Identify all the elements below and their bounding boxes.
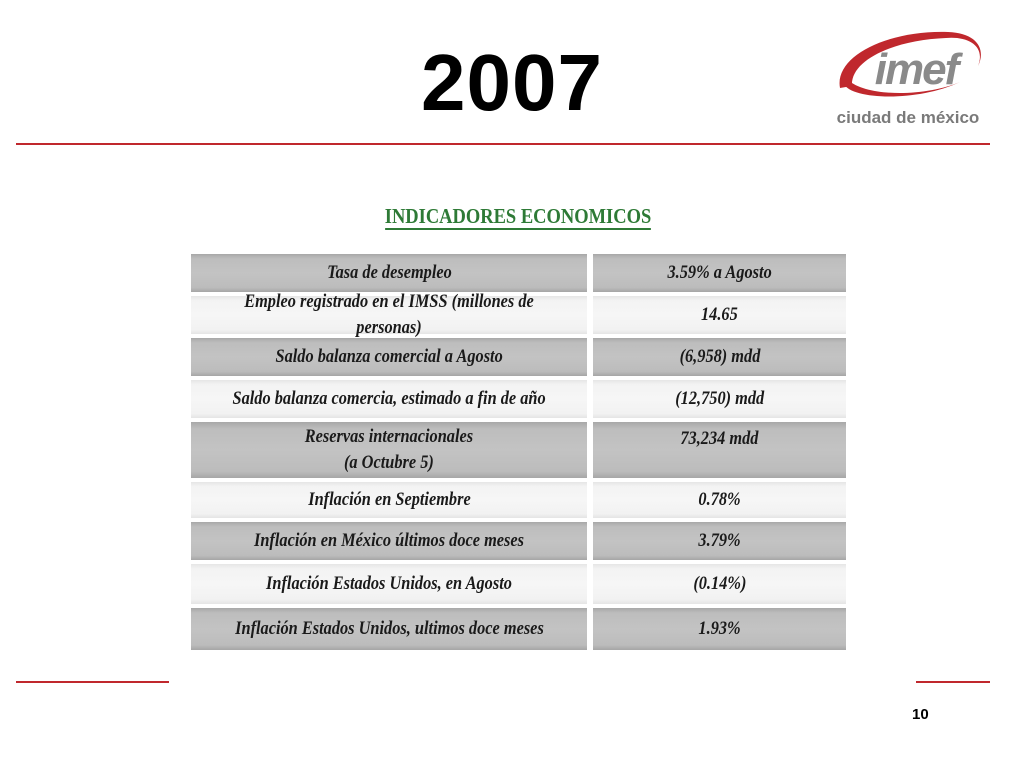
indicator-value: 3.79%: [593, 522, 846, 560]
indicator-label-text: Inflación Estados Unidos, ultimos doce m…: [235, 616, 544, 642]
indicator-label: Saldo balanza comercia, estimado a fin d…: [191, 380, 587, 418]
indicator-value-text: 1.93%: [698, 616, 740, 642]
indicator-label-text: Empleo registrado en el IMSS (millones d…: [219, 289, 560, 341]
imef-logo: imef ciudad de méxico: [828, 26, 988, 130]
indicator-value-text: (12,750) mdd: [675, 386, 764, 412]
logo-subtitle: ciudad de méxico: [828, 108, 988, 128]
indicator-label: Empleo registrado en el IMSS (millones d…: [191, 296, 587, 334]
table-row: Inflación Estados Unidos, ultimos doce m…: [191, 608, 846, 650]
indicator-value-text: 3.59% a Agosto: [667, 260, 771, 286]
indicator-value: 3.59% a Agosto: [593, 254, 846, 292]
table-row: Reservas internacionales (a Octubre 5) 7…: [191, 422, 846, 478]
indicator-label: Reservas internacionales (a Octubre 5): [191, 422, 587, 478]
indicator-value: (12,750) mdd: [593, 380, 846, 418]
indicator-value: 73,234 mdd: [593, 422, 846, 478]
table-heading: INDICADORES ECONOMICOS: [62, 204, 974, 229]
indicator-label: Saldo balanza comercial a Agosto: [191, 338, 587, 376]
indicator-label-text: Inflación Estados Unidos, en Agosto: [266, 571, 512, 597]
table-row: Inflación en Septiembre 0.78%: [191, 482, 846, 518]
indicator-value-text: (6,958) mdd: [679, 344, 760, 370]
table-row: Saldo balanza comercial a Agosto (6,958)…: [191, 338, 846, 376]
indicator-value: (6,958) mdd: [593, 338, 846, 376]
top-divider: [16, 143, 990, 145]
bottom-divider-left: [16, 681, 169, 683]
indicator-label-text: Tasa de desempleo: [327, 260, 452, 286]
indicator-label: Inflación en Septiembre: [191, 482, 587, 518]
indicator-label-text: Inflación en Septiembre: [308, 487, 470, 513]
indicator-label-text: Reservas internacionales (a Octubre 5): [305, 424, 473, 476]
indicator-label-text: Saldo balanza comercia, estimado a fin d…: [232, 386, 545, 412]
logo-wordmark: imef: [875, 45, 964, 94]
indicator-value-text: (0.14%): [693, 571, 746, 597]
indicator-value-text: 14.65: [701, 302, 738, 328]
indicator-label: Inflación Estados Unidos, ultimos doce m…: [191, 608, 587, 650]
indicator-label: Inflación en México últimos doce meses: [191, 522, 587, 560]
indicator-value-text: 0.78%: [698, 487, 740, 513]
table-row: Saldo balanza comercia, estimado a fin d…: [191, 380, 846, 418]
indicator-value: (0.14%): [593, 564, 846, 604]
table-row: Inflación Estados Unidos, en Agosto (0.1…: [191, 564, 846, 604]
indicator-label: Inflación Estados Unidos, en Agosto: [191, 564, 587, 604]
table-row: Inflación en México últimos doce meses 3…: [191, 522, 846, 560]
indicator-label-text: Inflación en México últimos doce meses: [254, 528, 524, 554]
bottom-divider-right: [916, 681, 990, 683]
table-row: Tasa de desempleo 3.59% a Agosto: [191, 254, 846, 292]
indicator-value: 0.78%: [593, 482, 846, 518]
table-row: Empleo registrado en el IMSS (millones d…: [191, 296, 846, 334]
indicator-value-text: 3.79%: [698, 528, 740, 554]
imef-logo-mark: imef: [828, 26, 988, 110]
indicator-value-text: 73,234 mdd: [680, 426, 758, 452]
page-number: 10: [912, 706, 929, 723]
indicator-value: 1.93%: [593, 608, 846, 650]
indicator-label: Tasa de desempleo: [191, 254, 587, 292]
indicator-value: 14.65: [593, 296, 846, 334]
table-heading-text: INDICADORES ECONOMICOS: [385, 204, 651, 230]
indicator-label-text: Saldo balanza comercial a Agosto: [275, 344, 502, 370]
